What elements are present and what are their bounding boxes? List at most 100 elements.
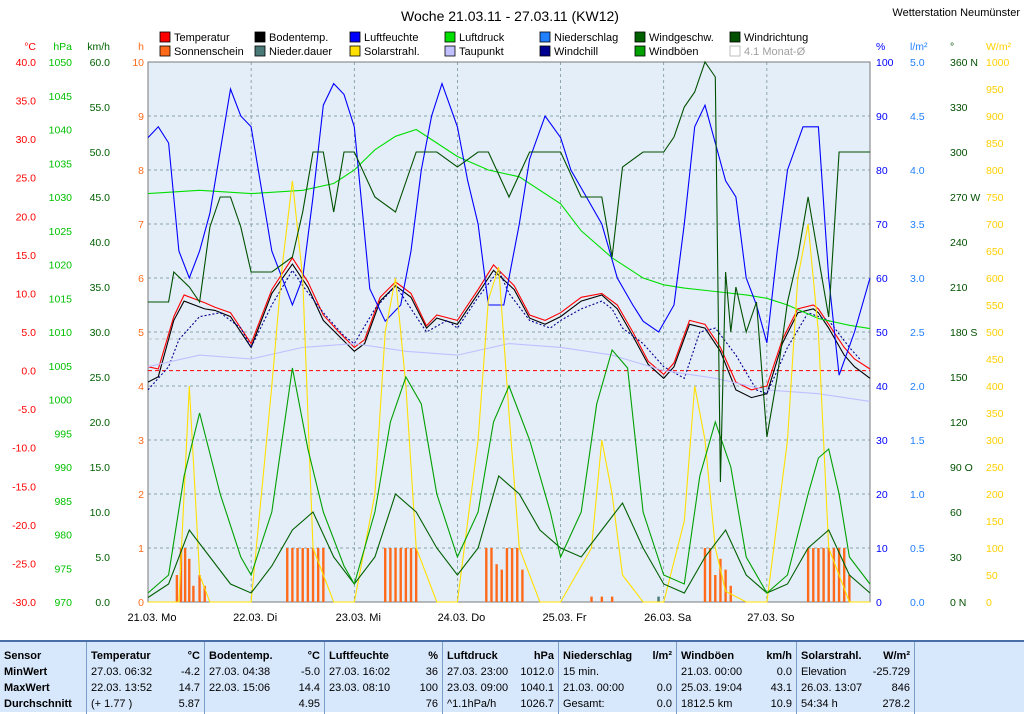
stats-cell-right: 14.4 [298,682,320,694]
stats-column: Solarstrahl. W/m² Elevation -25.729 26.03. 1… [796,642,914,714]
direction-axis-tick: 270 W [950,192,980,204]
rain-axis-tick: 5.0 [910,57,925,69]
humidity-axis-unit: % [876,41,885,53]
label-sensor: Sensor [4,650,42,662]
bar-sonnenschein [719,558,722,602]
solar-axis-tick: 500 [986,327,1004,339]
wind-axis-tick: 35.0 [90,282,111,294]
pressure-axis-tick: 1010 [49,327,73,339]
legend-swatch [729,31,741,43]
stats-cell-right: 846 [891,682,910,694]
pressure-axis-tick: 995 [54,428,72,440]
stats-cell-right: -5.0 [301,666,320,678]
temp-axis-tick: -30.0 [12,597,36,609]
series-bodentemp [147,263,871,399]
stats-header: Luftfeuchte% [329,648,438,664]
rain-axis-tick: 0.5 [910,543,925,555]
bar-sonnenschein [812,548,815,602]
legend-swatch [539,45,551,57]
bar-sonnenschein [296,548,299,602]
humidity-axis-tick: 80 [876,165,888,177]
pressure-axis-tick: 975 [54,563,72,575]
stats-cell-left: Niederschlag [563,650,633,662]
stats-column: Luftfeuchte% 27.03. 16:02 36 23.03. 08:10 10… [324,642,442,714]
legend-label: Luftdruck [459,32,505,44]
stats-cell-right: % [428,650,438,662]
x-tick-label: 24.03. Do [438,612,486,624]
stats-cell-right: 1040.1 [520,682,554,694]
bar-sonnenschein [822,548,825,602]
series-luftfeuchte [147,81,871,376]
station-name: Wetterstation Neumünster [892,7,1020,19]
bar-sonnenschein [394,548,397,602]
wind-axis-tick: 30.0 [90,327,111,339]
stats-cell-right: km/h [766,650,792,662]
stats-cell-left: 27.03. 23:00 [447,666,509,678]
stats-cell-left: 23.03. 08:10 [329,682,391,694]
bar-sonnenschein [832,548,836,602]
direction-axis-unit: ° [950,41,954,53]
stats-cell-right: 0.0 [656,682,672,694]
stats-cell-right: 5.87 [178,698,200,710]
stats-cell-left: 22.03. 15:06 [209,682,271,694]
hours-axis-tick: 1 [138,543,144,555]
stats-column: Niederschlag l/m² 15 min. 21.03. 00:00 0.0 Ge… [558,642,676,714]
rain-axis-tick: 2.0 [910,381,925,393]
bar-sonnenschein [505,548,509,602]
stats-cell-left: Windböen [681,650,735,662]
solar-axis-tick: 600 [986,273,1004,285]
bar-sonnenschein [183,548,187,602]
pressure-axis-tick: 1045 [49,91,73,103]
bar-sonnenschein [485,548,488,602]
bar-sonnenschein [175,575,179,602]
stats-max: 23.03. 09:00 1040.1 [447,680,554,696]
bar-sonnenschein [490,548,493,602]
stats-min: 27.03. 23:00 1012.0 [447,664,554,680]
weather-chart: 40.035.030.025.020.015.010.05.00.0-5.0-1… [12,7,1020,624]
stats-cell-left: 21.03. 00:00 [563,682,625,694]
series-windben [147,348,871,594]
hours-axis-tick: 6 [138,273,144,285]
temp-axis-tick: 10.0 [16,288,37,300]
wind-axis-tick: 55.0 [90,102,111,114]
bar-sonnenschein [827,548,830,602]
stats-cell-right: 4.95 [298,698,320,710]
hours-axis-tick: 10 [132,57,144,69]
humidity-axis-tick: 20 [876,489,888,501]
bar-sonnenschein [286,548,289,602]
stats-min: 15 min. [563,664,672,680]
stats-cell-left: 25.03. 19:04 [681,682,743,694]
legend-label: Windgeschw. [649,32,714,44]
bar-sonnenschein [389,548,392,602]
hours-axis-tick: 4 [138,381,144,393]
bar-sonnenschein [192,585,195,602]
direction-axis-tick: 120 [950,417,968,429]
temp-axis-tick: 15.0 [16,250,37,262]
stats-column: Windböen km/h 21.03. 00:00 0.0 25.03. 19:04 4… [676,642,796,714]
rain-axis-tick: 0.0 [910,597,925,609]
solar-axis-tick: 250 [986,462,1004,474]
temp-axis-tick: -5.0 [18,404,36,416]
stats-cell-right: 43.1 [770,682,792,694]
legend-swatch [444,45,456,57]
rain-axis-tick: 2.5 [910,327,925,339]
stats-cell-left: 27.03. 16:02 [329,666,391,678]
stats-max: 22.03. 15:06 14.4 [209,680,320,696]
axes: 40.035.030.025.020.015.010.05.00.0-5.0-1… [12,41,1012,624]
stats-column: Bodentemp. °C 27.03. 04:38 -5.0 22.03. 15:06… [204,642,324,714]
bar-sonnenschein [384,548,387,602]
stats-cell-right: 1012.0 [520,666,554,678]
bar-sonnenschein [610,596,614,602]
stats-cell-left: 27.03. 06:32 [91,666,153,678]
rain-axis-tick: 1.5 [910,435,925,447]
solar-axis-tick: 0 [986,597,992,609]
bar-sonnenschein [510,548,514,602]
stats-cell-left: Gesamt: [563,698,605,710]
solar-axis-tick: 400 [986,381,1004,393]
wind-axis-tick: 45.0 [90,192,111,204]
legend-swatch [254,31,266,43]
solar-axis-tick: 550 [986,300,1004,312]
pressure-axis-tick: 980 [54,530,72,542]
stats-header: Luftdruck hPa [447,648,554,664]
stats-cell-right: 10.9 [770,698,792,710]
